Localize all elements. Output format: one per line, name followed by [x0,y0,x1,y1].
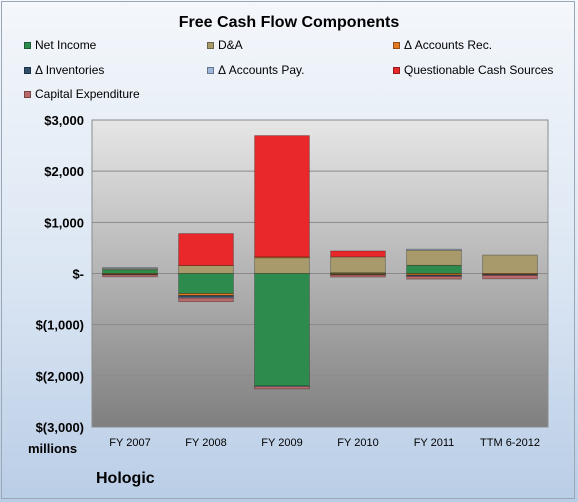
y-tick-label: $1,000 [44,215,84,230]
bar-segment [102,269,158,274]
legend-item: Questionable Cash Sources [393,63,553,77]
legend-label: Net Income [35,38,97,52]
chart-legend: Net Income D&A Δ Accounts Rec. Δ Inventorie… [0,0,578,110]
bar-segment [406,249,462,266]
legend-label: Capital Expenditure [35,87,140,101]
legend-label: Δ Inventories [35,63,105,77]
bar-segment [330,256,386,274]
bar-segment [254,257,310,274]
bar-segment [330,274,386,278]
legend-swatch [24,90,31,98]
units-label: millions [28,441,78,456]
legend-item: Net Income [24,38,96,52]
legend-label: Questionable Cash Sources [404,63,554,77]
bar-segment [254,386,310,390]
legend-item: Capital Expenditure [24,87,140,101]
company-name: Hologic [96,470,155,487]
chart-title: Free Cash Flow Components [178,14,400,31]
y-tick-label: $(1,000) [36,318,84,333]
bar-segment [102,267,158,270]
y-tick-label: $2,000 [44,164,84,179]
bar-segment [178,273,234,294]
y-tick-label: $(3,000) [36,420,84,435]
legend-item: Δ Accounts Rec. [393,38,492,52]
x-tick-label: FY 2007 [109,437,150,449]
bar-segment [482,274,538,280]
bar-segment [254,273,310,387]
legend-swatch [393,66,400,74]
bar-segment [178,233,234,266]
x-tick-label: FY 2010 [337,437,378,449]
y-tick-label: $3,000 [44,113,84,128]
legend-item: D&A [207,38,243,52]
bar-segment [406,264,462,274]
legend-swatch [24,41,31,49]
y-tick-label: $(2,000) [36,369,84,384]
bar-segment [102,274,158,278]
bar-segment [178,293,234,296]
x-tick-label: FY 2011 [414,437,455,449]
legend-label: D&A [218,38,243,52]
bar-segment [254,135,310,258]
x-tick-label: TTM 6-2012 [480,437,540,449]
legend-swatch [393,41,400,49]
legend-label: Δ Accounts Pay. [218,63,305,77]
bar-segment [178,265,234,274]
legend-item: Δ Accounts Pay. [207,63,305,77]
x-tick-label: FY 2008 [185,437,226,449]
x-tick-label: FY 2009 [261,437,302,449]
legend-item: Δ Inventories [24,63,104,77]
legend-swatch [207,66,214,74]
bar-segment [330,250,386,258]
bar-segment [406,248,462,251]
bar-segment [482,254,538,274]
y-tick-label: $- [72,267,84,282]
legend-swatch [24,66,31,74]
bar-segment [406,275,462,280]
legend-swatch [207,41,214,49]
bar-segment [178,297,234,303]
legend-label: Δ Accounts Rec. [404,38,493,52]
